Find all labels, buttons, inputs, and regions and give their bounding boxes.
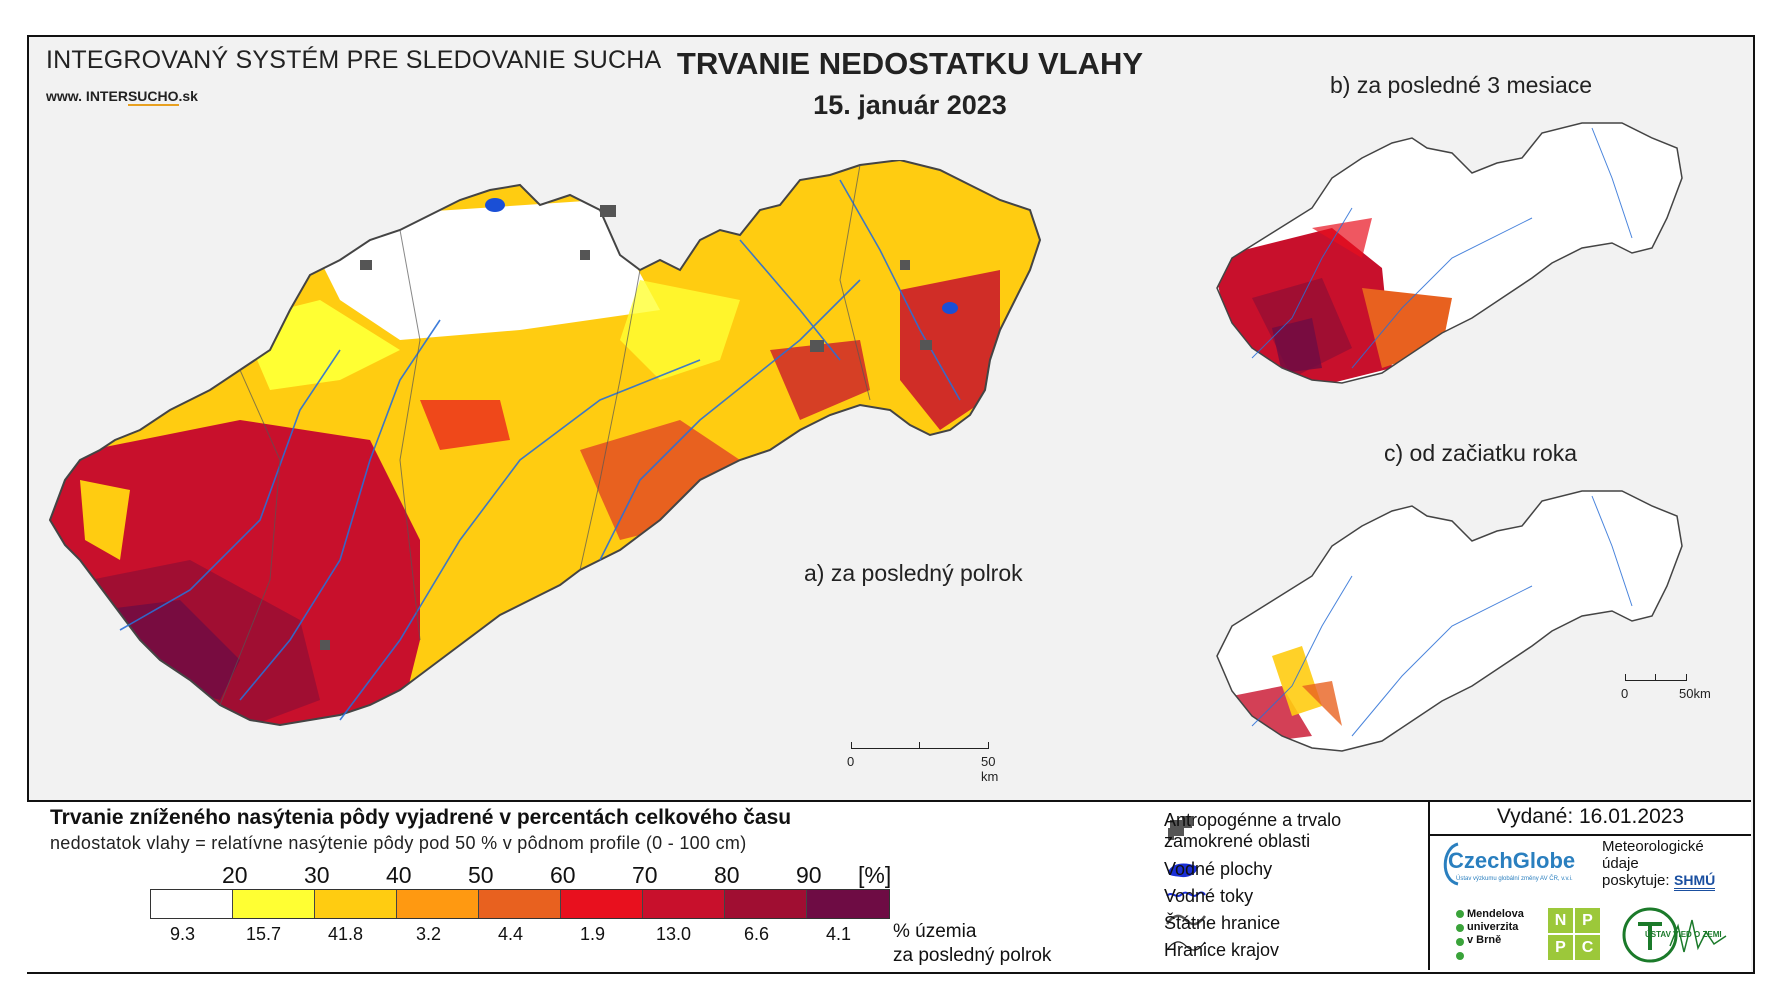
legend-swatch [397, 890, 479, 918]
map-title: TRVANIE NEDOSTATKU VLAHY [676, 46, 1144, 81]
website-mid: SUCHO [127, 88, 179, 106]
water-body-icon [1168, 863, 1198, 878]
mendel-line3: v Brně [1467, 934, 1502, 946]
legend-swatch [725, 890, 807, 918]
legend-tick: 30 [304, 862, 330, 888]
nppc-letter: P [1575, 908, 1600, 933]
website-suffix: .sk [178, 88, 198, 104]
legend-tick: 50 [468, 862, 494, 888]
scalebar-a-zero: 0 [847, 754, 855, 769]
key-region-border: Hranice krajov [1164, 940, 1280, 960]
shmu-logo: SHMÚ [1674, 872, 1716, 891]
website-link[interactable]: www. INTERSUCHO.sk [46, 88, 198, 106]
issued-date: Vydané: 16.01.2023 [1430, 800, 1751, 836]
legend-share: 4.4 [498, 924, 524, 944]
system-title: INTEGROVANÝ SYSTÉM PRE SLEDOVANIE SUCHA [46, 46, 662, 74]
nppc-letter: N [1548, 908, 1573, 933]
legend-share: 4.1 [826, 924, 852, 944]
key-anthropogenic: Antropogénne a trvalo zamokrené oblasti [1164, 810, 1341, 852]
map-b-slovakia [1216, 122, 1683, 384]
credits-divider [1428, 800, 1430, 970]
map-a-slovakia [48, 160, 1042, 727]
website-prefix: www. INTER [46, 88, 128, 104]
panel-c-label: c) od začiatku roka [1384, 440, 1578, 466]
legend-swatch [807, 890, 889, 918]
map-c-slovakia [1216, 490, 1683, 752]
scalebar-c-end: 50km [1679, 686, 1711, 701]
key-anthropogenic-line2: zamokrené oblasti [1164, 831, 1311, 851]
mendel-logo-icon [1456, 910, 1464, 960]
mendel-line1: Mendelova [1467, 908, 1524, 920]
uvz-logo: ÚSTAV VIED O ZEMI [1645, 930, 1722, 939]
czechglobe-logo: CzechGlobe [1448, 848, 1576, 873]
legend-tick: 20 [222, 862, 248, 888]
panel-a-label: a) za posledný polrok [804, 560, 1023, 586]
map-date: 15. január 2023 [813, 90, 1007, 120]
legend-colorbar [150, 889, 890, 919]
region-border-icon [1166, 941, 1206, 951]
meteo-line1: Meteorologické [1602, 838, 1704, 855]
scalebar-a-end: 50 km [981, 754, 999, 784]
legend-share: 41.8 [328, 924, 364, 944]
meteo-line2: údaje [1602, 855, 1639, 872]
state-border-icon [1166, 914, 1206, 926]
legend-unit: [%] [858, 862, 892, 888]
czechglobe-logo-icon [1443, 842, 1459, 886]
legend-tick: 70 [632, 862, 658, 888]
legend-swatch [561, 890, 643, 918]
nppc-logo: N P P C [1548, 908, 1600, 960]
share-note-line2: za posledný polrok [893, 945, 1052, 966]
nppc-letter: C [1575, 935, 1600, 960]
legend-swatch [643, 890, 725, 918]
czechglobe-subtitle: Ústav výzkumu globální změny AV ČR, v.v.… [1456, 876, 1573, 882]
key-water-bodies: Vodné plochy [1164, 859, 1273, 879]
mendel-line2: univerzita [1467, 921, 1519, 933]
meteo-provider-note: Meteorologické údaje poskytuje: [1602, 838, 1704, 889]
meteo-line3: poskytuje: [1602, 872, 1670, 889]
legend-share: 15.7 [246, 924, 282, 944]
legend-tick: 90 [796, 862, 822, 888]
legend-swatch [315, 890, 397, 918]
key-anthropogenic-line1: Antropogénne a trvalo [1164, 810, 1342, 830]
key-streams: Vodné toky [1164, 886, 1254, 906]
key-state-border: Štátne hranice [1164, 913, 1281, 933]
mendel-logo: Mendelova univerzita v Brně [1467, 908, 1524, 947]
legend-title: Trvanie zníženého nasýtenia pôdy vyjadre… [50, 806, 792, 829]
stream-icon [1166, 891, 1206, 897]
uvz-logo-icon [1622, 907, 1727, 963]
legend-tick: 80 [714, 862, 740, 888]
legend-swatch [479, 890, 561, 918]
legend-tick: 40 [386, 862, 412, 888]
legend-tick: 60 [550, 862, 576, 888]
legend-subtitle: nedostatok vlahy = relatívne nasýtenie p… [50, 833, 747, 853]
scalebar-c-zero: 0 [1621, 686, 1629, 701]
legend-swatch [151, 890, 233, 918]
anthropogenic-icon [1168, 816, 1192, 840]
legend-share: 13.0 [656, 924, 692, 944]
panel-b-label: b) za posledné 3 mesiace [1330, 72, 1593, 98]
legend-share-note: % územia za posledný polrok [893, 920, 1051, 968]
legend-share: 3.2 [416, 924, 442, 944]
share-note-line1: % územia [893, 921, 977, 942]
legend-share: 6.6 [744, 924, 770, 944]
legend-share: 9.3 [170, 924, 196, 944]
legend-swatch [233, 890, 315, 918]
legend-share: 1.9 [580, 924, 606, 944]
nppc-letter: P [1548, 935, 1573, 960]
